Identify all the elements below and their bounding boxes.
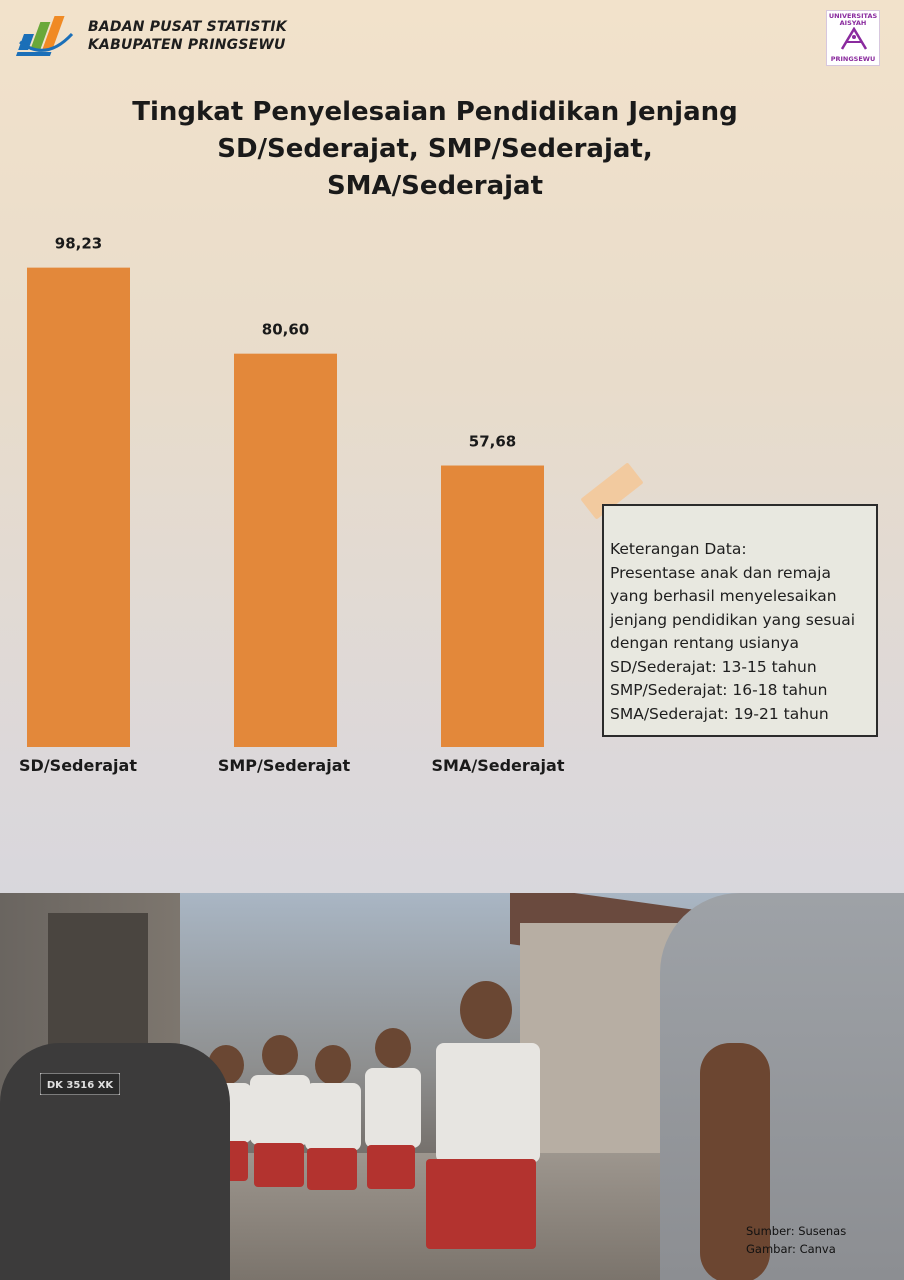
category-label: SMA/Sederajat — [432, 756, 565, 775]
note-line: yang berhasil menyelesaikan — [610, 587, 837, 605]
category-label: SMP/Sederajat — [218, 756, 351, 775]
note-line: jenjang pendidikan yang sesuai — [610, 610, 856, 629]
bar-value-label: 57,68 — [469, 433, 516, 451]
schoolchildren-photo: DK 3516 XK — [0, 893, 904, 1280]
org-line-1: BADAN PUSAT STATISTIK — [88, 19, 287, 35]
note-line: SMP/Sederajat: 16-18 tahun — [610, 681, 828, 699]
image-credit: Gambar: Canva — [746, 1242, 836, 1256]
bar — [234, 353, 337, 747]
bar-value-label: 98,23 — [55, 235, 102, 253]
category-label: SD/Sederajat — [19, 756, 137, 775]
note-line: dengan rentang usianya — [610, 634, 800, 652]
note-heading: Keterangan Data: — [610, 540, 747, 558]
credits: Sumber: Susenas Gambar: Canva — [746, 1222, 896, 1258]
title-line-1: Tingkat Penyelesaian Pendidikan Jenjang — [132, 97, 738, 127]
uni-emblem-icon — [840, 27, 868, 50]
organization-name: BADAN PUSAT STATISTIK KABUPATEN PRINGSEW… — [88, 18, 348, 54]
bar — [441, 465, 544, 747]
bar-value-label: 80,60 — [262, 321, 309, 339]
data-note-box: Keterangan Data: Presentase anak dan rem… — [602, 504, 878, 737]
chart-title: Tingkat Penyelesaian Pendidikan Jenjang … — [120, 94, 750, 205]
source-credit: Sumber: Susenas — [746, 1224, 847, 1238]
bar-chart: 98,23 SD/Sederajat 80,60 SMP/Sederajat 57,68… — [19, 235, 565, 775]
photo-foreground-arm — [700, 1043, 770, 1280]
license-plate-text: DK 3516 XK — [47, 1080, 115, 1091]
bar — [27, 267, 130, 747]
uni-logo-line-1: UNIVERSITAS — [828, 12, 878, 20]
org-line-2: KABUPATEN PRINGSEWU — [88, 37, 286, 53]
uni-logo-line-2: AISYAH — [839, 19, 867, 27]
note-line: Presentase anak dan remaja — [610, 563, 831, 582]
title-line-3: SMA/Sederajat — [326, 171, 544, 201]
photo-door — [48, 913, 148, 1063]
uni-logo-line-3: PRINGSEWU — [830, 55, 876, 63]
title-line-2: SD/Sederajat, SMP/Sederajat, — [217, 134, 653, 164]
note-line: SMA/Sederajat: 19-21 tahun — [610, 704, 829, 723]
license-plate: DK 3516 XK — [40, 1073, 120, 1095]
university-logo: UNIVERSITAS AISYAH PRINGSEWU — [826, 10, 880, 66]
note-line: SD/Sederajat: 13-15 tahun — [610, 657, 817, 676]
bps-logo-icon — [16, 16, 74, 56]
